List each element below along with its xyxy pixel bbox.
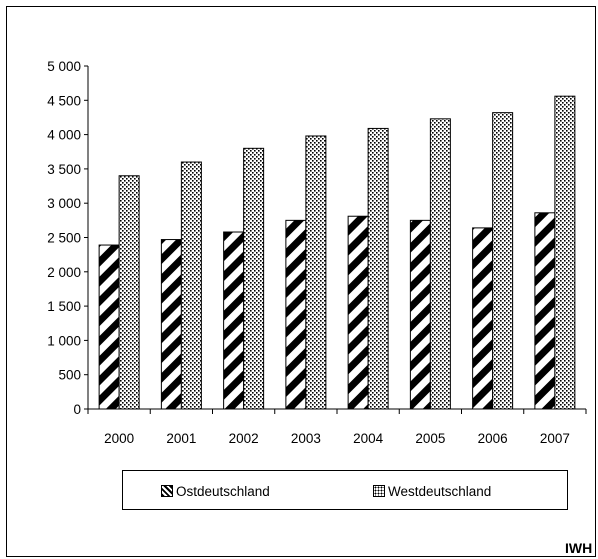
bar-westdeutschland	[492, 112, 514, 410]
legend-item-westdeutschland: Westdeutschland	[373, 482, 491, 500]
legend-label-ostdeutschland: Ostdeutschland	[176, 483, 270, 499]
legend-label-westdeutschland: Westdeutschland	[388, 483, 492, 499]
source-label: IWH	[565, 540, 593, 556]
x-axis: 2000 2001 2002 2003 2004 2005 2006 2007	[87, 408, 587, 446]
legend: Ostdeutschland Westdeutschland	[122, 470, 568, 510]
bar-westdeutschland	[554, 95, 576, 410]
x-tick-label: 2005	[415, 431, 445, 446]
y-tick-label: 3 500	[47, 162, 81, 177]
bar-westdeutschland	[367, 127, 389, 410]
x-tick-label: 2004	[353, 431, 384, 446]
bar-ostdeutschland	[409, 219, 431, 410]
x-tick-label: 2002	[229, 431, 259, 446]
y-tick-label: 4 500	[47, 93, 81, 108]
y-tick-label: 5 000	[47, 59, 81, 74]
legend-swatch-westdeutschland	[373, 485, 385, 497]
legend-item-ostdeutschland: Ostdeutschland	[161, 482, 270, 500]
bar-westdeutschland	[243, 147, 265, 410]
y-axis: 0 500 1 000 1 500 2 000 2 500 3 000 3 500 4 000 4…	[47, 59, 89, 417]
legend-swatch-ostdeutschland	[161, 485, 173, 497]
y-tick-label: 500	[58, 368, 81, 383]
bar-ostdeutschland	[285, 219, 307, 410]
bar-westdeutschland	[118, 175, 140, 410]
bar-westdeutschland	[305, 135, 327, 410]
x-tick-label: 2001	[166, 431, 196, 446]
x-tick-label: 2000	[104, 431, 134, 446]
bar-ostdeutschland	[98, 244, 120, 410]
y-tick-label: 0	[73, 402, 81, 417]
bars	[98, 95, 576, 410]
y-tick-label: 3 000	[47, 196, 81, 211]
bar-ostdeutschland	[534, 212, 556, 410]
bar-ostdeutschland	[223, 231, 245, 410]
y-tick-label: 2 500	[47, 231, 81, 246]
x-tick-label: 2003	[291, 431, 321, 446]
y-tick-label: 1 500	[47, 299, 81, 314]
x-tick-label: 2007	[540, 431, 570, 446]
bar-westdeutschland	[180, 161, 202, 410]
y-tick-label: 2 000	[47, 265, 81, 280]
bar-ostdeutschland	[347, 215, 369, 410]
y-tick-label: 4 000	[47, 128, 81, 143]
y-tick-label: 1 000	[47, 333, 81, 348]
x-tick-label: 2006	[478, 431, 508, 446]
bar-westdeutschland	[429, 118, 451, 410]
bar-ostdeutschland	[472, 227, 494, 410]
bar-ostdeutschland	[160, 239, 182, 410]
